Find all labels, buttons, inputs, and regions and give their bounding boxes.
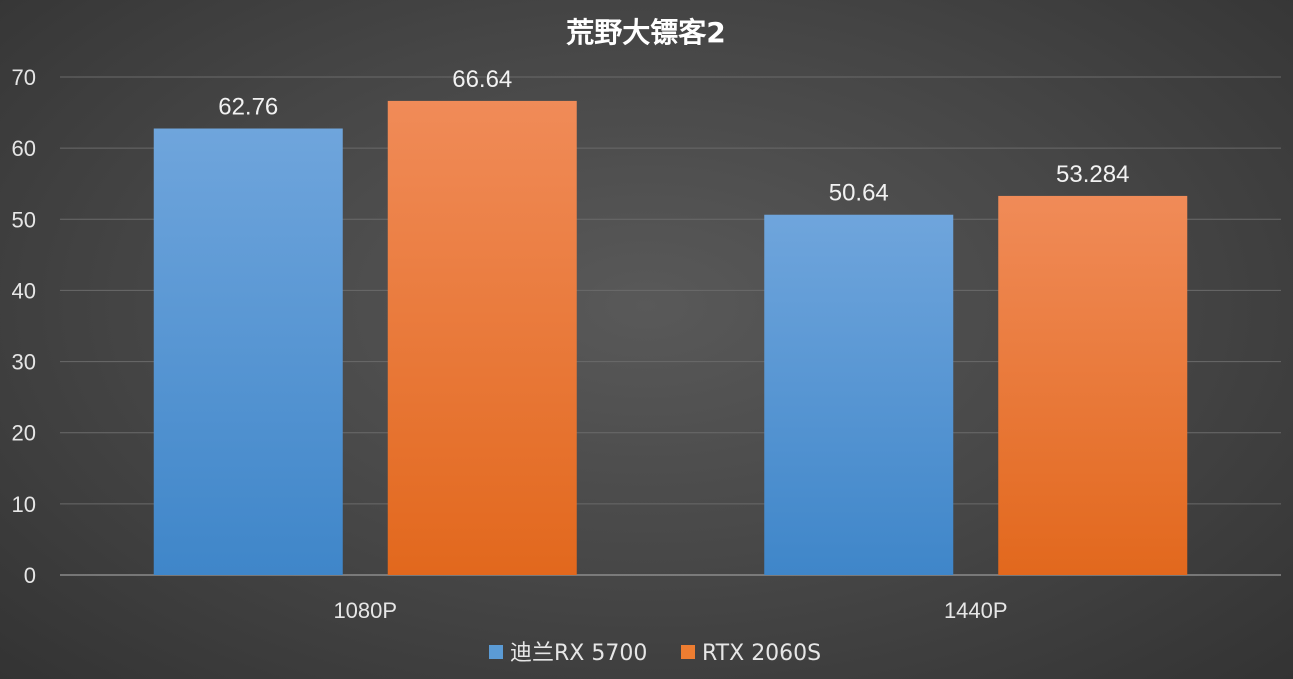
legend-label: 迪兰RX 5700 [510,641,647,666]
data-label: 66.64 [452,66,512,93]
y-tick-label: 20 [12,421,36,446]
bar [998,195,1188,575]
y-tick-label: 60 [12,136,36,161]
chart-title: 荒野大镖客2 [566,16,725,49]
x-axis: 1080P 1440P [333,598,1007,623]
x-tick-label: 1440P [944,598,1008,623]
legend-swatch [489,645,503,659]
data-label: 62.76 [218,94,278,121]
bars [153,100,1188,576]
y-tick-label: 10 [12,492,36,517]
bar [764,214,954,575]
legend: 迪兰RX 5700 RTX 2060S [489,641,821,666]
y-axis: 0 10 20 30 40 50 60 70 [12,65,36,588]
bar [153,128,343,575]
y-tick-label: 30 [12,350,36,375]
y-tick-label: 50 [12,207,36,232]
data-label: 50.64 [829,180,889,207]
legend-label: RTX 2060S [702,641,821,666]
y-tick-label: 70 [12,65,36,90]
data-labels: 62.76 66.64 50.64 53.284 [218,66,1129,207]
y-tick-label: 40 [12,278,36,303]
legend-swatch [681,645,695,659]
y-tick-label: 0 [24,563,36,588]
data-label: 53.284 [1056,161,1129,188]
x-tick-label: 1080P [333,598,397,623]
bar [387,100,577,576]
